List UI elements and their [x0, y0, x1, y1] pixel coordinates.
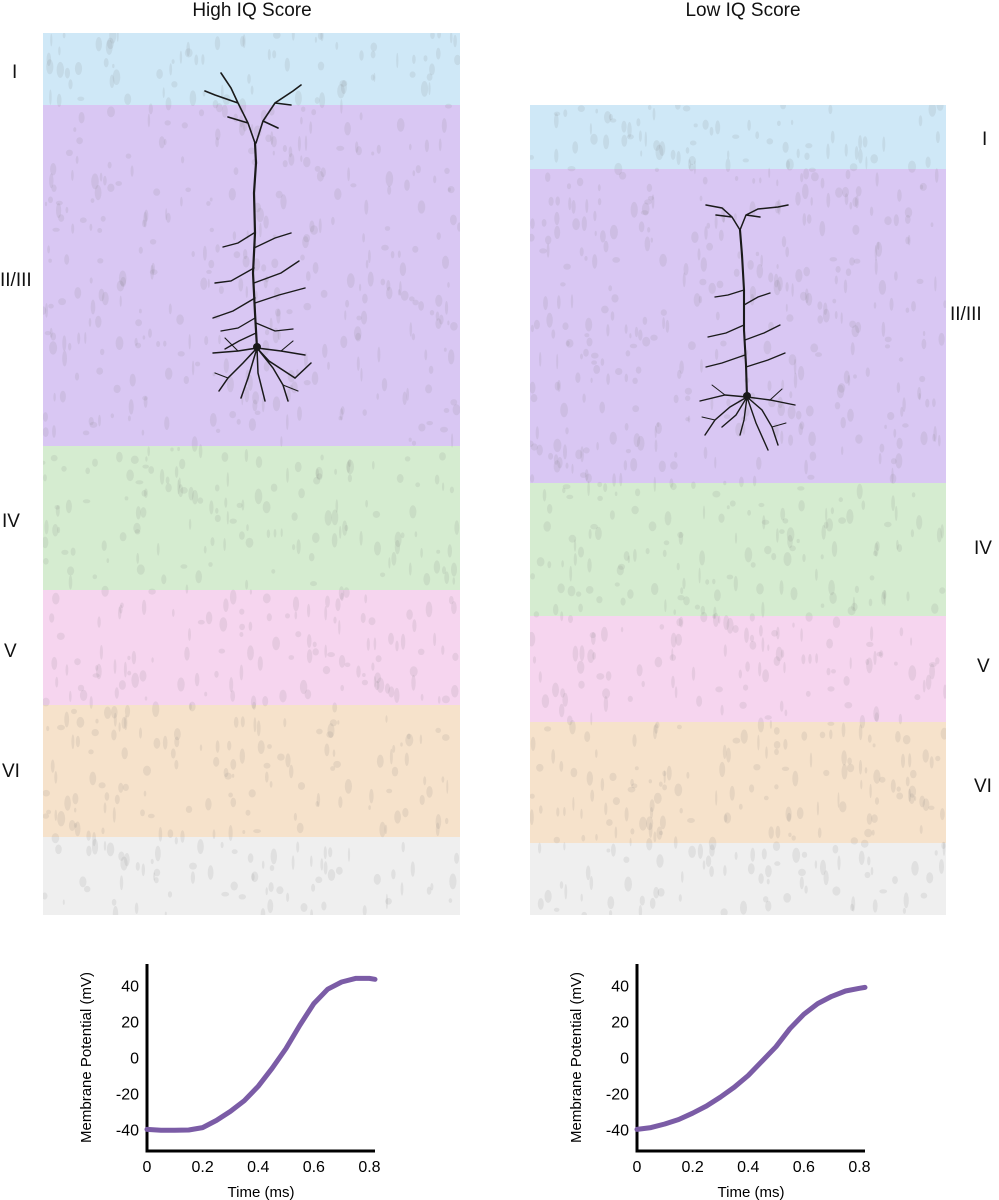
pyramidal-neuron-high: [204, 72, 312, 402]
cortex-column-high: [43, 33, 460, 915]
membrane-potential-line: [144, 975, 378, 1133]
layer-label-II-III: II/III: [950, 304, 982, 325]
layer-label-IV: IV: [2, 511, 20, 532]
layer-IV-band: [43, 446, 460, 590]
layer-label-II-III: II/III: [0, 270, 32, 291]
layer-label-I: I: [12, 62, 18, 83]
y-tick-label: 20: [611, 1015, 629, 1032]
layer-label-IV: IV: [974, 538, 992, 559]
y-tick-label: -40: [116, 1122, 139, 1139]
layer-label-V: V: [977, 656, 990, 677]
pyramidal-neuron-low: [699, 204, 796, 451]
cortex-column-low: [530, 105, 946, 915]
x-axis-label: Time (ms): [228, 1184, 295, 1200]
layer-I-band: [43, 33, 460, 105]
membrane-potential-chart-low: -40 -20 0 20 40 0 0.2 0.4 0.6 0.8 Time (ms) Membran…: [568, 964, 871, 1200]
y-axis-label: Membrane Potential (mV): [78, 972, 95, 1143]
layer-IV-band: [530, 483, 946, 616]
y-tick-label: 40: [611, 979, 629, 996]
white-matter-band: [43, 837, 460, 915]
layer-VI-band: [530, 722, 946, 843]
y-tick-label: -20: [606, 1086, 629, 1103]
layer-VI-band: [43, 705, 460, 837]
x-tick-label: 0.4: [247, 1159, 269, 1176]
layer-label-VI: VI: [974, 776, 992, 797]
x-tick-label: 0.8: [358, 1159, 380, 1176]
x-tick-label: 0.6: [793, 1159, 815, 1176]
x-tick-label: 0: [633, 1159, 642, 1176]
x-tick-label: 0.2: [191, 1159, 213, 1176]
y-tick-label: 0: [130, 1051, 139, 1068]
x-tick-label: 0.4: [737, 1159, 759, 1176]
y-tick-label: 0: [620, 1051, 629, 1068]
x-tick-label: 0.2: [681, 1159, 703, 1176]
x-axis-label: Time (ms): [718, 1184, 785, 1200]
layer-II-III-band: [530, 169, 946, 483]
layer-II-III-band: [43, 105, 460, 446]
x-tick-label: 0.6: [303, 1159, 325, 1176]
layer-V-band: [530, 616, 946, 722]
y-tick-label: -40: [606, 1122, 629, 1139]
membrane-potential-line: [634, 984, 868, 1132]
y-tick-label: -20: [116, 1086, 139, 1103]
y-tick-label: 40: [121, 979, 139, 996]
x-tick-label: 0: [143, 1159, 152, 1176]
y-tick-label: 20: [121, 1015, 139, 1032]
layer-I-band: [530, 105, 946, 169]
panel-title-low: Low IQ Score: [685, 0, 801, 21]
membrane-potential-chart-high: -40 -20 0 20 40 0 0.2 0.4 0.6 0.8 Time (ms) Membran…: [78, 964, 381, 1200]
cell-texture: [530, 105, 946, 915]
cell-texture: [43, 33, 460, 915]
x-tick-label: 0.8: [848, 1159, 870, 1176]
layer-label-V: V: [4, 641, 17, 662]
y-axis-label: Membrane Potential (mV): [568, 972, 585, 1143]
layer-label-I: I: [982, 129, 988, 150]
layer-V-band: [43, 590, 460, 705]
white-matter-band: [530, 843, 946, 915]
panel-title-high: High IQ Score: [192, 0, 312, 21]
layer-label-VI: VI: [2, 761, 20, 782]
